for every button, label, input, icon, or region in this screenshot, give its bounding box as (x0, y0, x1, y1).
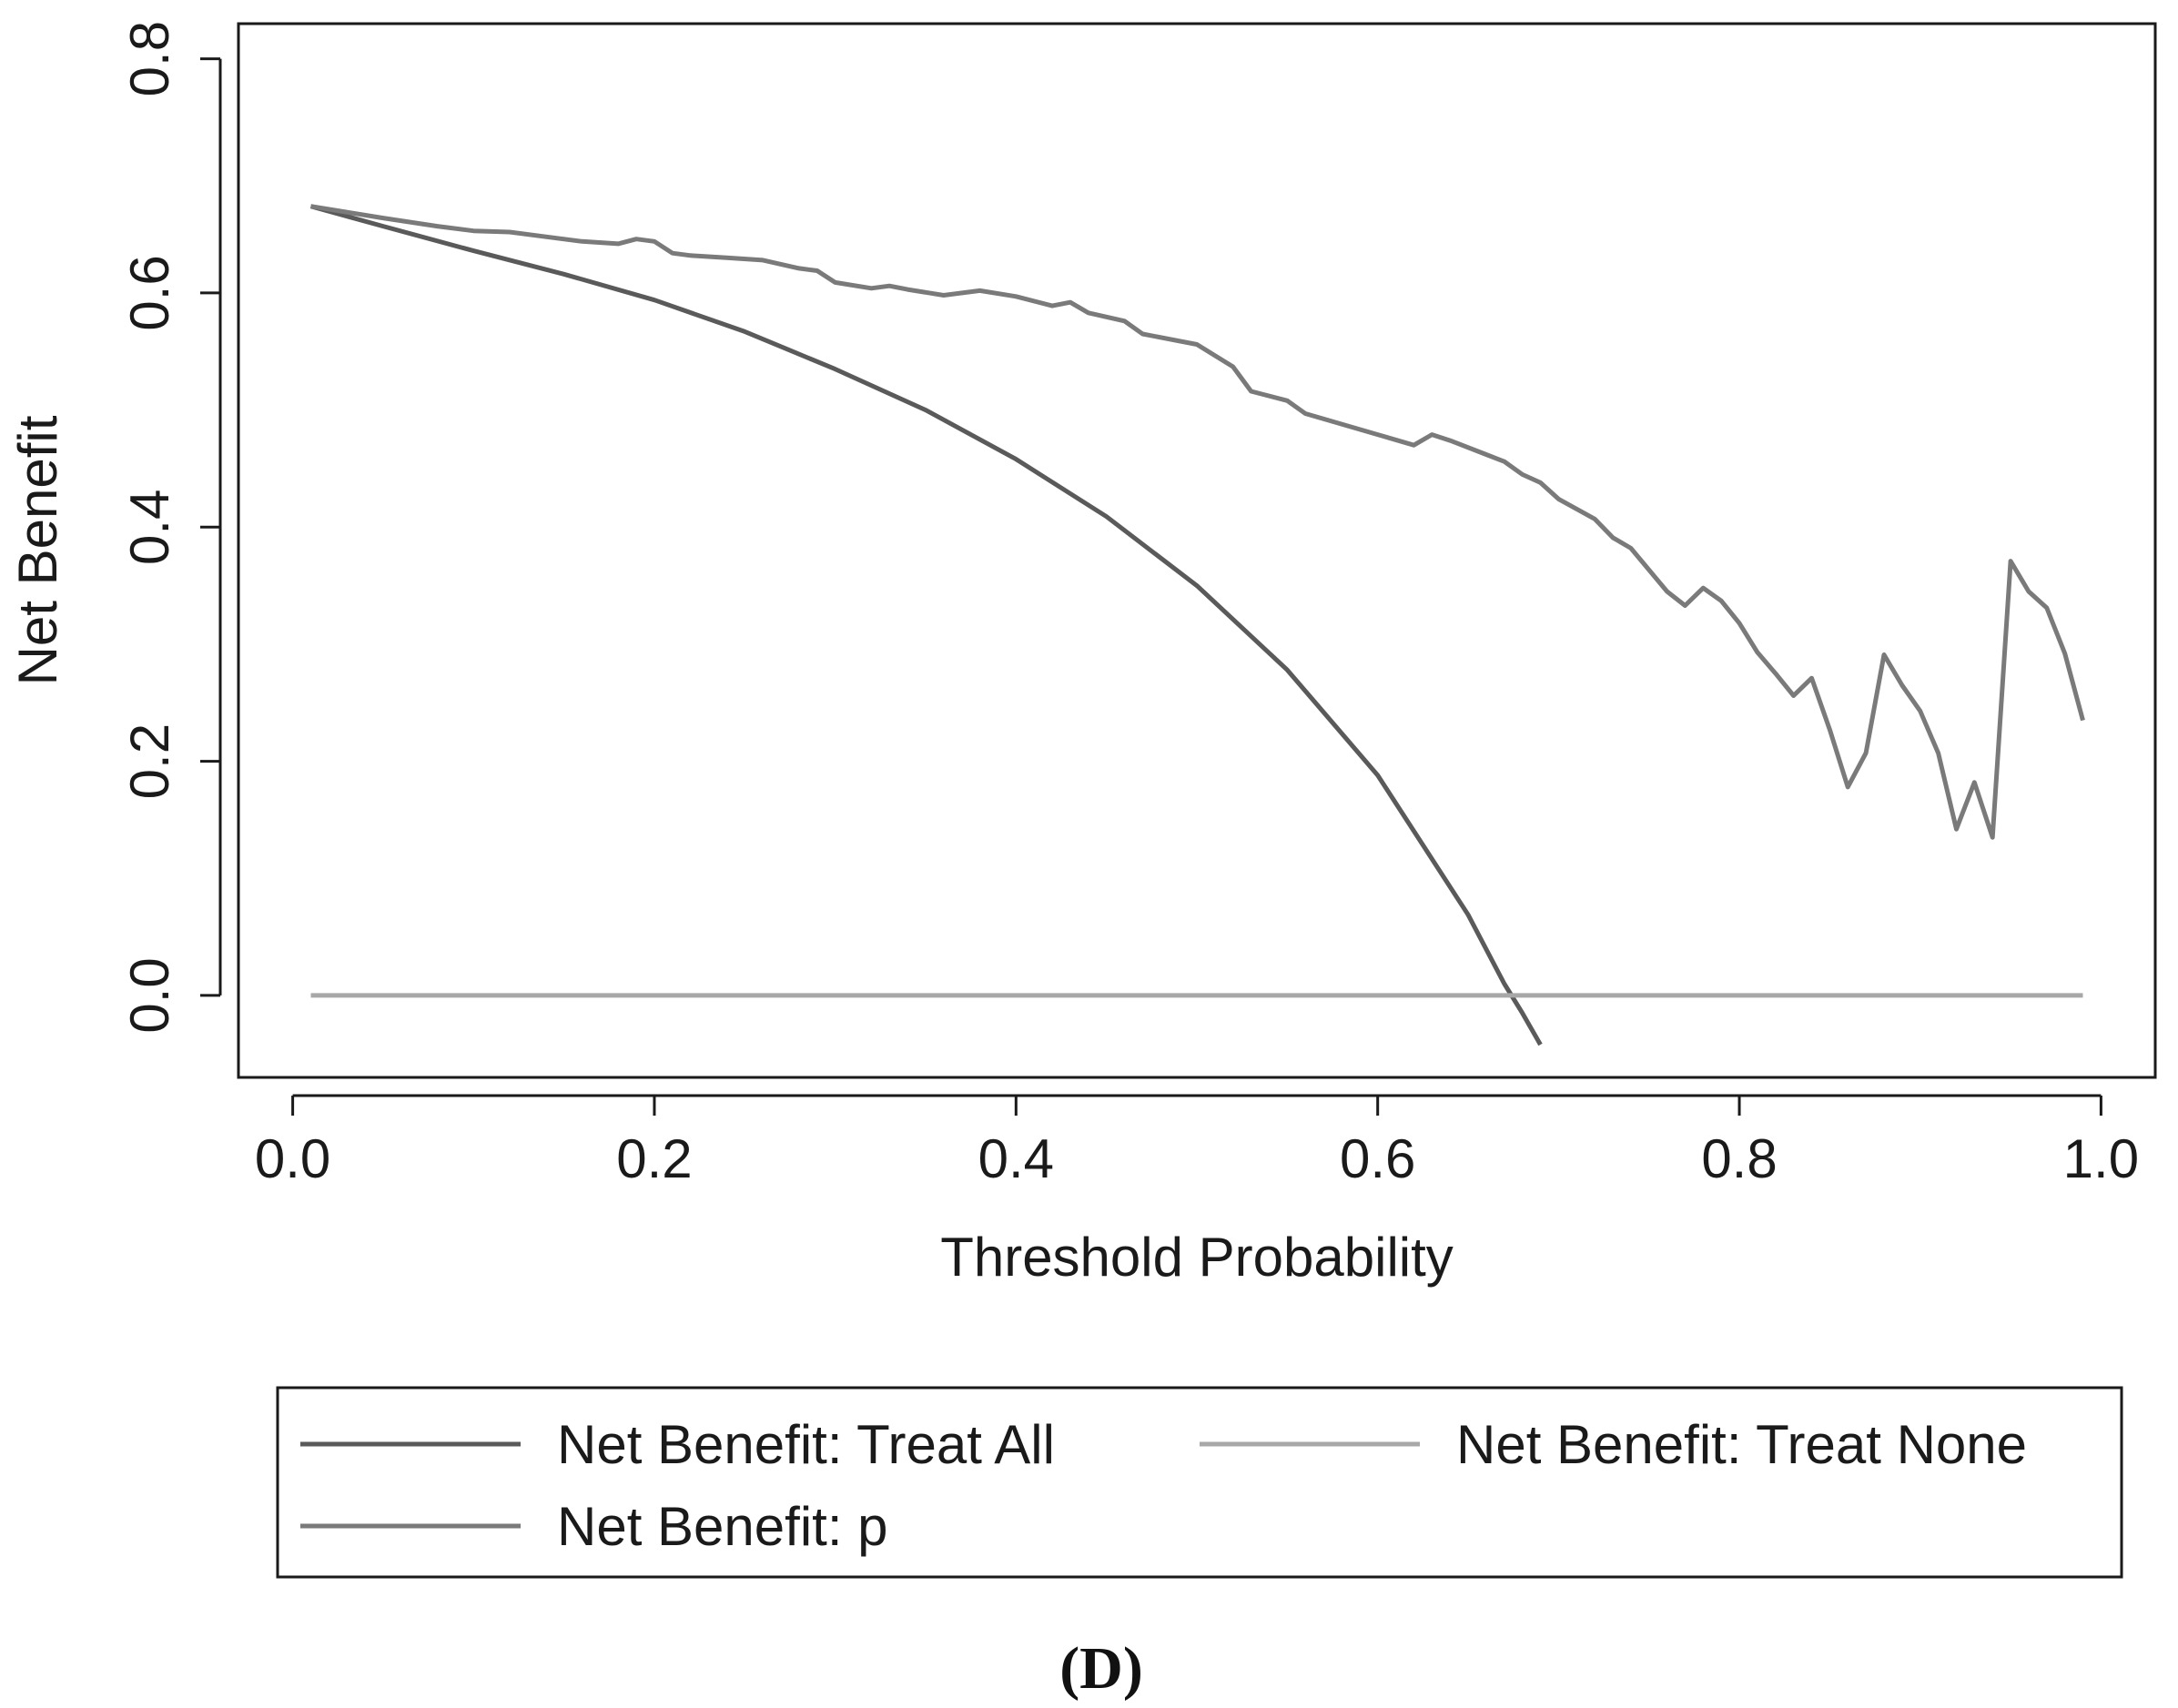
legend-label-treat-none: Net Benefit: Treat None (1456, 1414, 2027, 1475)
x-tick-label: 0.8 (1701, 1128, 1777, 1189)
figure-caption: (D) (1059, 1635, 1143, 1702)
x-tick-label: 0.2 (616, 1128, 692, 1189)
x-axis: 0.0 0.2 0.4 0.6 0.8 1.0 (255, 1094, 2139, 1189)
x-tick-label: 0.0 (255, 1128, 330, 1189)
series-line-treat-all (309, 204, 1543, 1046)
x-ticks: 0.0 0.2 0.4 0.6 0.8 1.0 (255, 1096, 2139, 1189)
y-axis: 0.0 0.2 0.4 0.6 0.8 (119, 21, 222, 1034)
y-tick-label: 0.4 (119, 490, 180, 565)
legend-box (276, 1386, 2123, 1579)
y-ticks: 0.0 0.2 0.4 0.6 0.8 (119, 21, 220, 1034)
y-tick-label: 0.2 (119, 723, 180, 799)
y-axis-title: Net Benefit (7, 415, 68, 685)
y-tick-label: 0.8 (119, 21, 180, 96)
y-tick-label: 0.6 (119, 255, 180, 330)
legend-label-p: Net Benefit: p (557, 1496, 888, 1557)
series-line-p (310, 204, 2085, 840)
x-tick-label: 0.6 (1340, 1128, 1415, 1189)
x-tick-label: 0.4 (978, 1128, 1054, 1189)
legend: Net Benefit: Treat All Net Benefit: Trea… (276, 1386, 2123, 1579)
legend-label-treat-all: Net Benefit: Treat All (557, 1414, 1055, 1475)
plot-frame (237, 22, 2157, 1079)
x-tick-label: 1.0 (2063, 1128, 2139, 1189)
series-layer (309, 204, 2085, 1046)
y-tick-label: 0.0 (119, 957, 180, 1033)
x-axis-title: Threshold Probability (940, 1227, 1454, 1288)
